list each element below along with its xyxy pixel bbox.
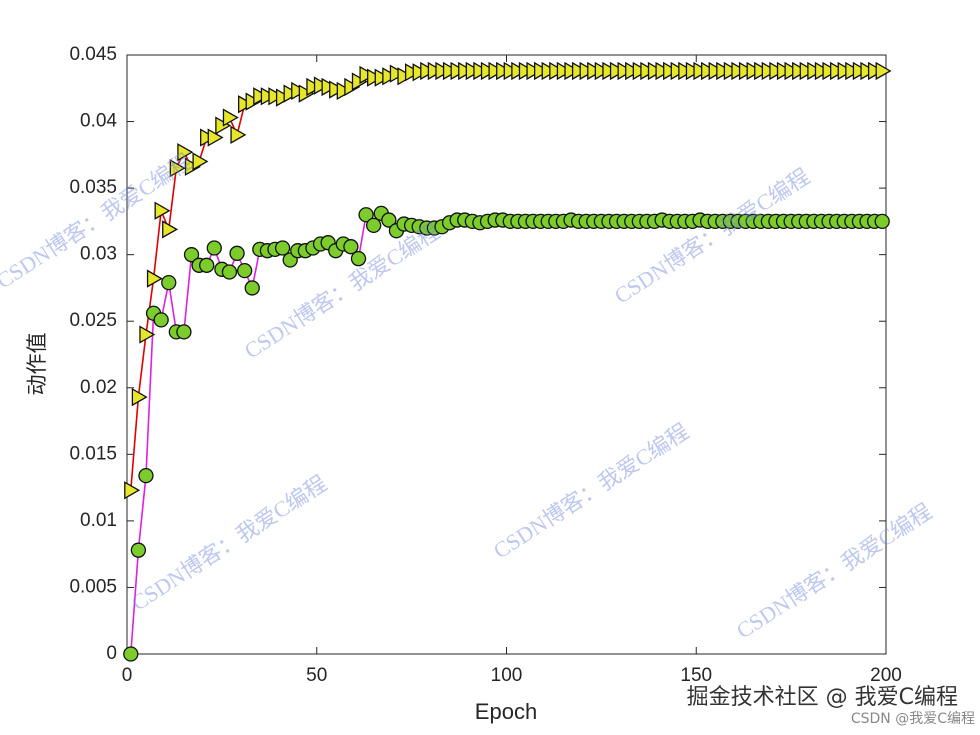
point xyxy=(138,467,154,484)
footer-csdn: CSDN @我爱C编程 xyxy=(851,711,975,727)
point xyxy=(236,262,253,279)
point xyxy=(221,264,238,280)
point xyxy=(154,201,171,220)
point xyxy=(124,481,141,500)
x-tick-label: 50 xyxy=(306,665,327,686)
point xyxy=(177,143,194,162)
y-tick-label: 0.015 xyxy=(69,443,117,464)
point xyxy=(192,152,209,171)
plot-area: 0 0.005 0.01 0.015 0.02 0.025 0.03 0.035 0.04 0.0… xyxy=(69,44,901,686)
point xyxy=(343,239,359,255)
point xyxy=(229,245,245,261)
x-axis-label: Epoch xyxy=(475,699,537,724)
point xyxy=(381,212,397,228)
x-tick-label: 100 xyxy=(491,665,523,686)
y-tick-label: 0.035 xyxy=(69,177,117,198)
y-tick-label: 0.01 xyxy=(80,510,117,531)
y-axis-label: 动作值 xyxy=(25,333,49,396)
point xyxy=(161,274,177,291)
point xyxy=(130,542,147,558)
point xyxy=(162,220,179,239)
y-tick-label: 0 xyxy=(106,643,117,664)
y-tick-label: 0.005 xyxy=(69,576,117,597)
point xyxy=(230,125,247,144)
y-tick-label: 0.03 xyxy=(80,244,117,265)
point xyxy=(350,251,367,267)
y-tick-label: 0.04 xyxy=(80,111,117,132)
point xyxy=(874,213,890,230)
point xyxy=(176,324,192,340)
point xyxy=(222,108,239,127)
point xyxy=(366,217,382,234)
y-tick-label: 0.02 xyxy=(80,377,117,398)
point xyxy=(146,269,163,288)
point xyxy=(169,159,186,178)
point xyxy=(139,325,156,344)
x-tick-label: 150 xyxy=(680,665,712,686)
point xyxy=(199,257,215,273)
point xyxy=(875,61,892,81)
x-tick-label: 0 xyxy=(122,665,133,686)
point xyxy=(358,207,374,223)
footer-juejin: 掘金技术社区 @ 我爱C编程 xyxy=(687,685,958,710)
point xyxy=(153,312,169,328)
point xyxy=(244,280,260,296)
point xyxy=(183,247,200,263)
point xyxy=(206,240,222,256)
x-tick-label: 200 xyxy=(870,665,902,686)
point xyxy=(123,646,139,662)
y-tick-label: 0.025 xyxy=(69,310,117,331)
point xyxy=(131,387,148,407)
point xyxy=(274,240,291,256)
y-tick-label: 0.045 xyxy=(69,44,117,65)
